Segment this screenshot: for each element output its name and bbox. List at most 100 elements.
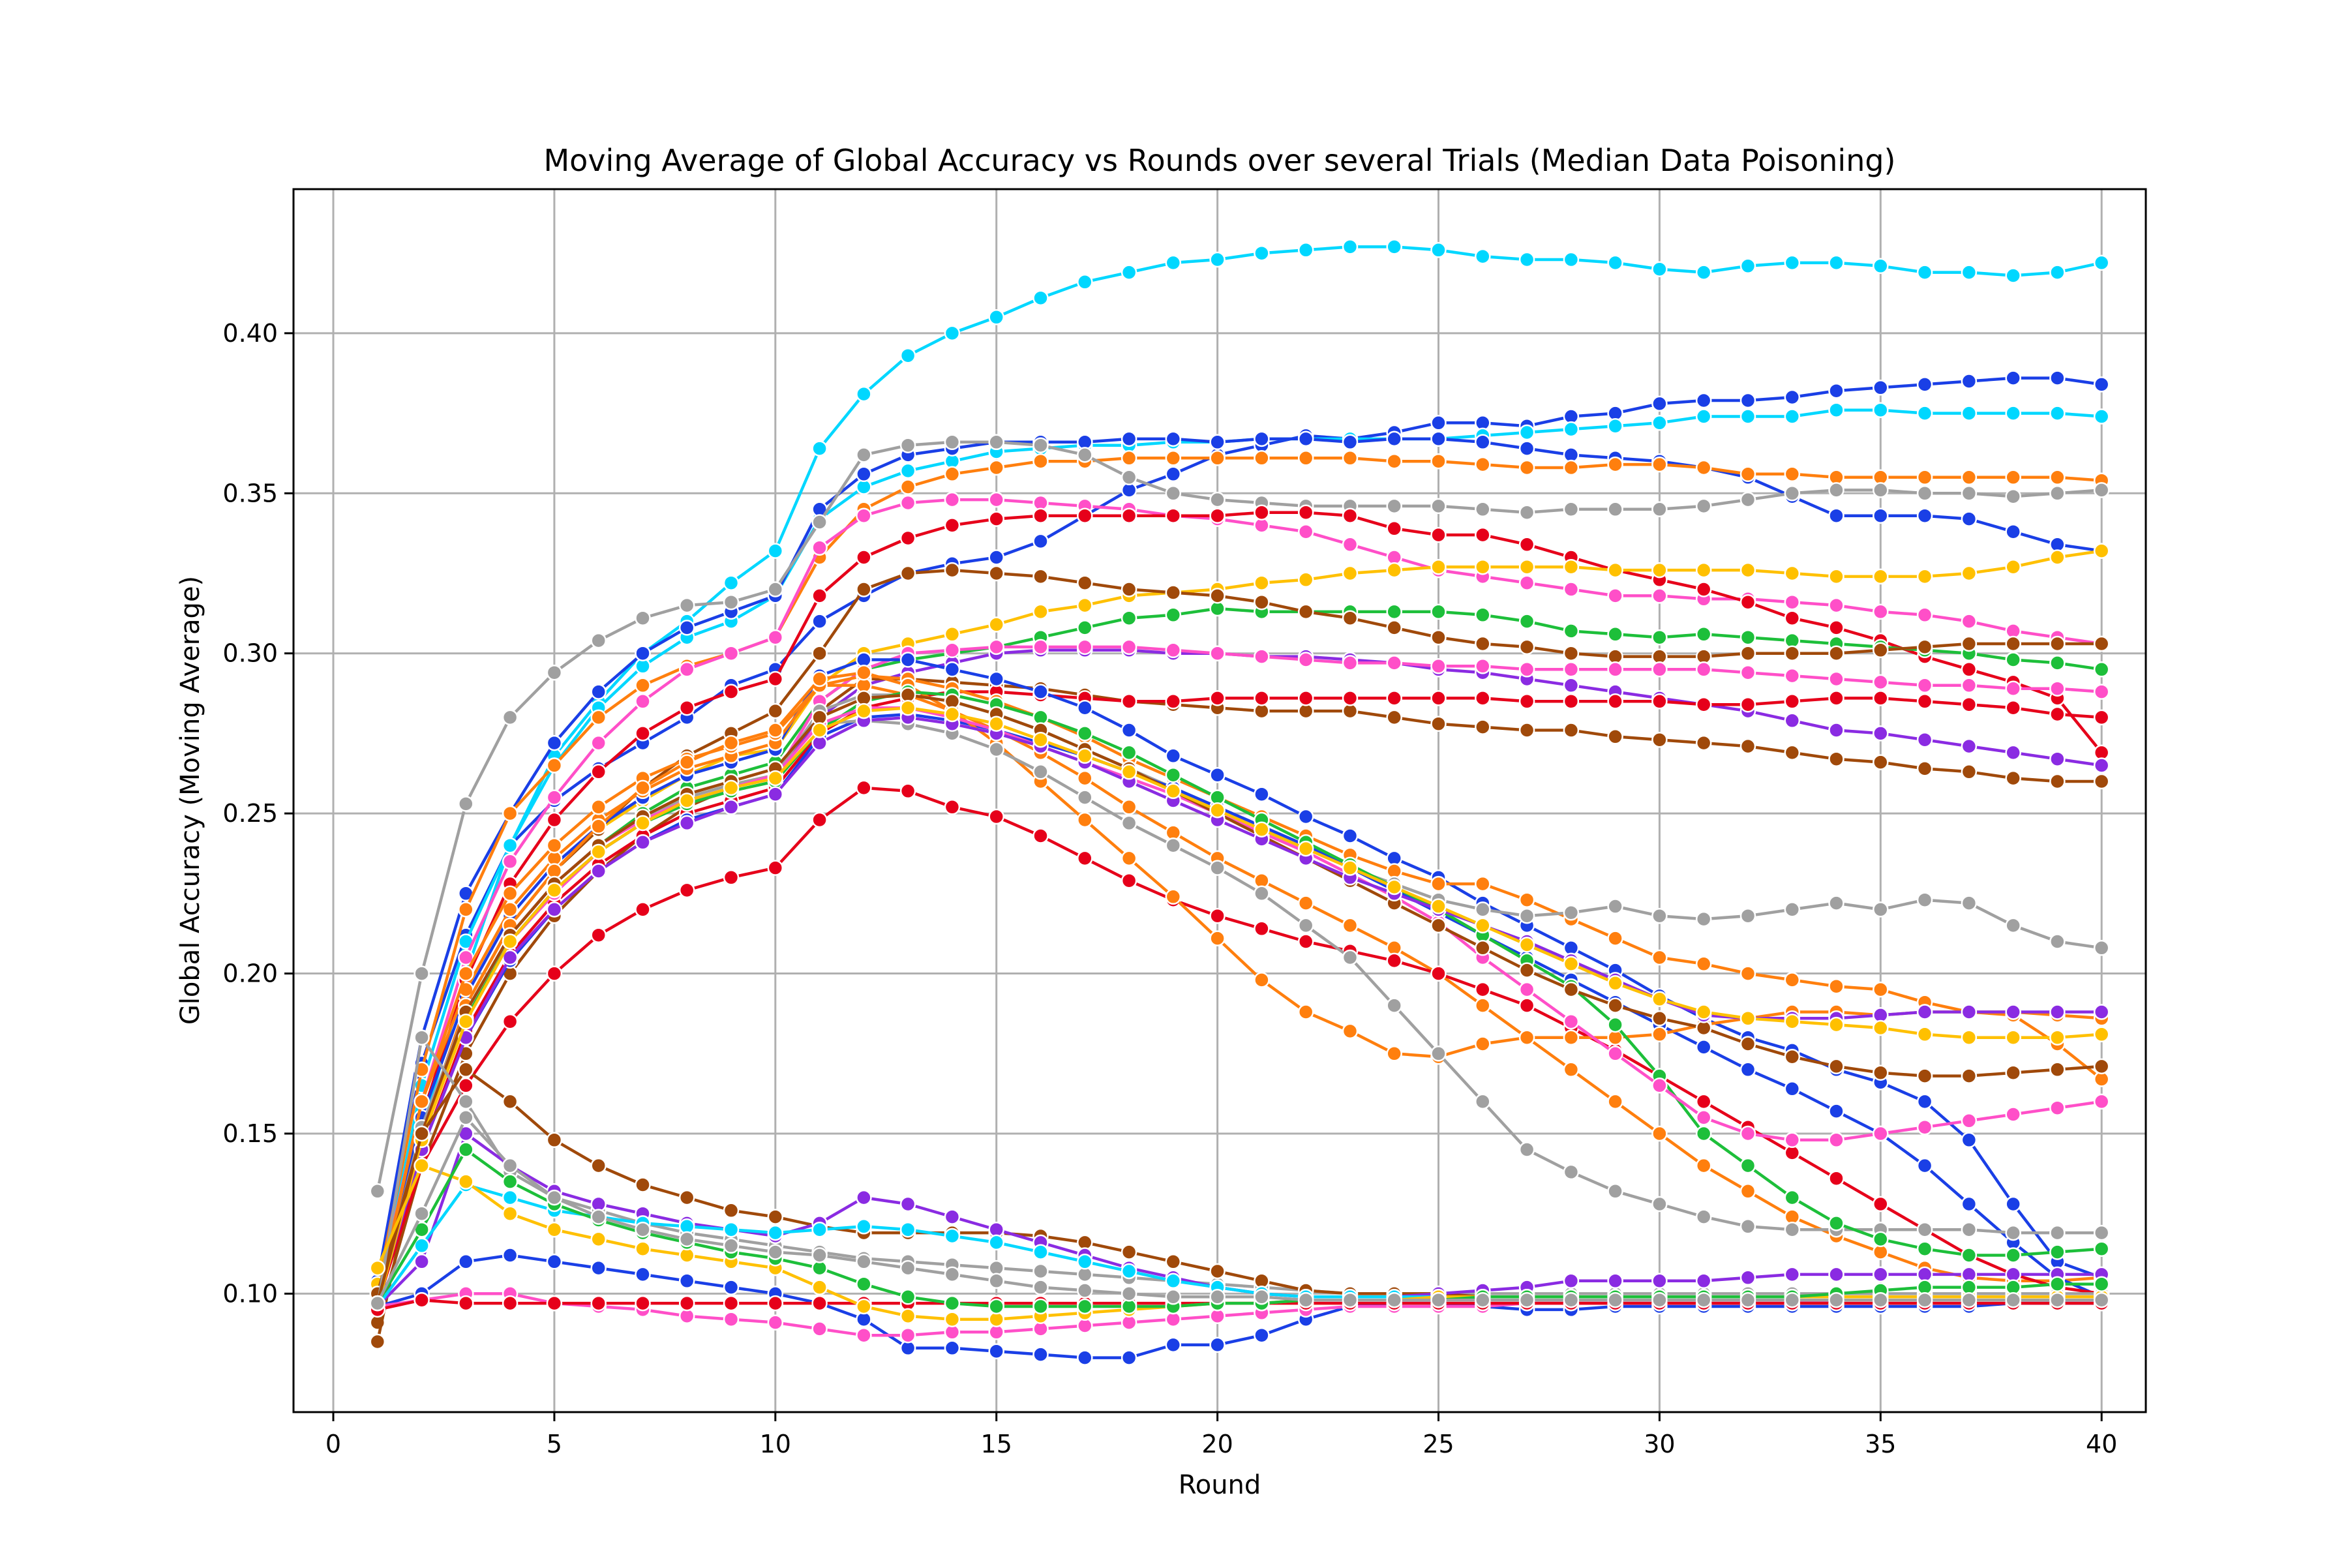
- data-point: [856, 1276, 872, 1292]
- data-point: [1209, 1263, 1226, 1280]
- data-point: [1828, 1103, 1844, 1119]
- data-point: [2093, 1026, 2110, 1043]
- data-point: [767, 581, 784, 597]
- data-point: [2049, 485, 2066, 502]
- data-point: [2049, 773, 2066, 790]
- data-point: [1828, 254, 1844, 271]
- data-point: [1077, 274, 1093, 290]
- data-point: [988, 459, 1004, 476]
- data-point: [1165, 466, 1182, 483]
- data-point: [1165, 584, 1182, 601]
- data-point: [1518, 907, 1535, 924]
- data-point: [1475, 607, 1491, 624]
- data-point: [1563, 459, 1580, 476]
- data-point: [944, 1295, 961, 1312]
- data-point: [1430, 875, 1447, 892]
- data-point: [1077, 1349, 1093, 1366]
- data-point: [590, 632, 607, 649]
- data-point: [988, 511, 1004, 527]
- data-point: [1651, 562, 1668, 579]
- data-point: [1032, 1263, 1049, 1280]
- data-point: [1563, 421, 1580, 438]
- data-point: [1386, 453, 1402, 470]
- data-point: [1607, 997, 1623, 1014]
- data-point: [1342, 610, 1359, 626]
- data-point: [1873, 568, 1889, 585]
- data-point: [502, 901, 519, 918]
- data-point: [1430, 917, 1447, 934]
- data-point: [1651, 991, 1668, 1008]
- data-point: [1563, 251, 1580, 268]
- data-point: [1563, 981, 1580, 998]
- data-point: [1297, 1004, 1314, 1020]
- data-point: [1121, 469, 1137, 486]
- data-point: [414, 1093, 430, 1110]
- data-point: [1739, 594, 1756, 611]
- data-point: [944, 1266, 961, 1283]
- data-point: [1209, 907, 1226, 924]
- data-point: [2005, 699, 2021, 716]
- data-point: [1518, 661, 1535, 678]
- data-point: [1032, 533, 1049, 550]
- data-point: [502, 1157, 519, 1174]
- data-point: [1695, 1291, 1712, 1308]
- data-point: [1695, 734, 1712, 751]
- data-point: [1297, 1291, 1314, 1308]
- data-point: [1518, 693, 1535, 710]
- data-point: [1784, 1081, 1801, 1097]
- data-point: [502, 1189, 519, 1206]
- data-point: [1518, 1141, 1535, 1158]
- data-point: [1961, 696, 1978, 713]
- data-point: [1342, 565, 1359, 582]
- data-point: [1651, 949, 1668, 966]
- data-point: [899, 1221, 916, 1238]
- data-point: [944, 491, 961, 508]
- data-point: [1563, 905, 1580, 921]
- data-point: [1518, 459, 1535, 476]
- data-point: [811, 722, 828, 738]
- data-point: [1828, 690, 1844, 706]
- data-point: [590, 863, 607, 879]
- series-line: [376, 693, 2102, 1294]
- data-point: [1165, 642, 1182, 659]
- data-point: [856, 1327, 872, 1344]
- data-point: [2049, 1224, 2066, 1241]
- x-tick-label: 0: [325, 1430, 341, 1458]
- data-point: [502, 885, 519, 902]
- data-point: [678, 754, 695, 770]
- data-point: [1518, 639, 1535, 656]
- data-point: [856, 507, 872, 524]
- data-point: [1784, 645, 1801, 661]
- data-point: [1695, 1125, 1712, 1142]
- data-point: [767, 770, 784, 787]
- data-point: [1651, 501, 1668, 518]
- data-point: [1961, 764, 1978, 780]
- data-point: [1739, 392, 1756, 409]
- x-tick-label: 35: [1865, 1430, 1896, 1458]
- data-point: [1430, 430, 1447, 447]
- data-point: [1695, 1093, 1712, 1110]
- series-group: [369, 239, 2110, 1366]
- data-point: [1916, 1004, 1933, 1020]
- data-point: [1695, 562, 1712, 579]
- data-point: [1563, 1273, 1580, 1289]
- data-point: [2005, 744, 2021, 761]
- data-point: [414, 1125, 430, 1142]
- data-point: [1784, 610, 1801, 626]
- data-point: [1784, 466, 1801, 483]
- data-point: [458, 901, 474, 918]
- data-point: [899, 494, 916, 511]
- data-point: [1739, 907, 1756, 924]
- data-point: [1961, 895, 1978, 911]
- data-point: [1784, 254, 1801, 271]
- data-point: [2005, 770, 2021, 787]
- data-point: [1695, 1157, 1712, 1174]
- data-point: [1121, 610, 1137, 626]
- data-point: [1916, 731, 1933, 748]
- data-point: [1475, 875, 1491, 892]
- data-point: [811, 671, 828, 687]
- data-point: [414, 1157, 430, 1174]
- data-point: [767, 1209, 784, 1225]
- data-point: [502, 853, 519, 870]
- data-point: [1430, 629, 1447, 646]
